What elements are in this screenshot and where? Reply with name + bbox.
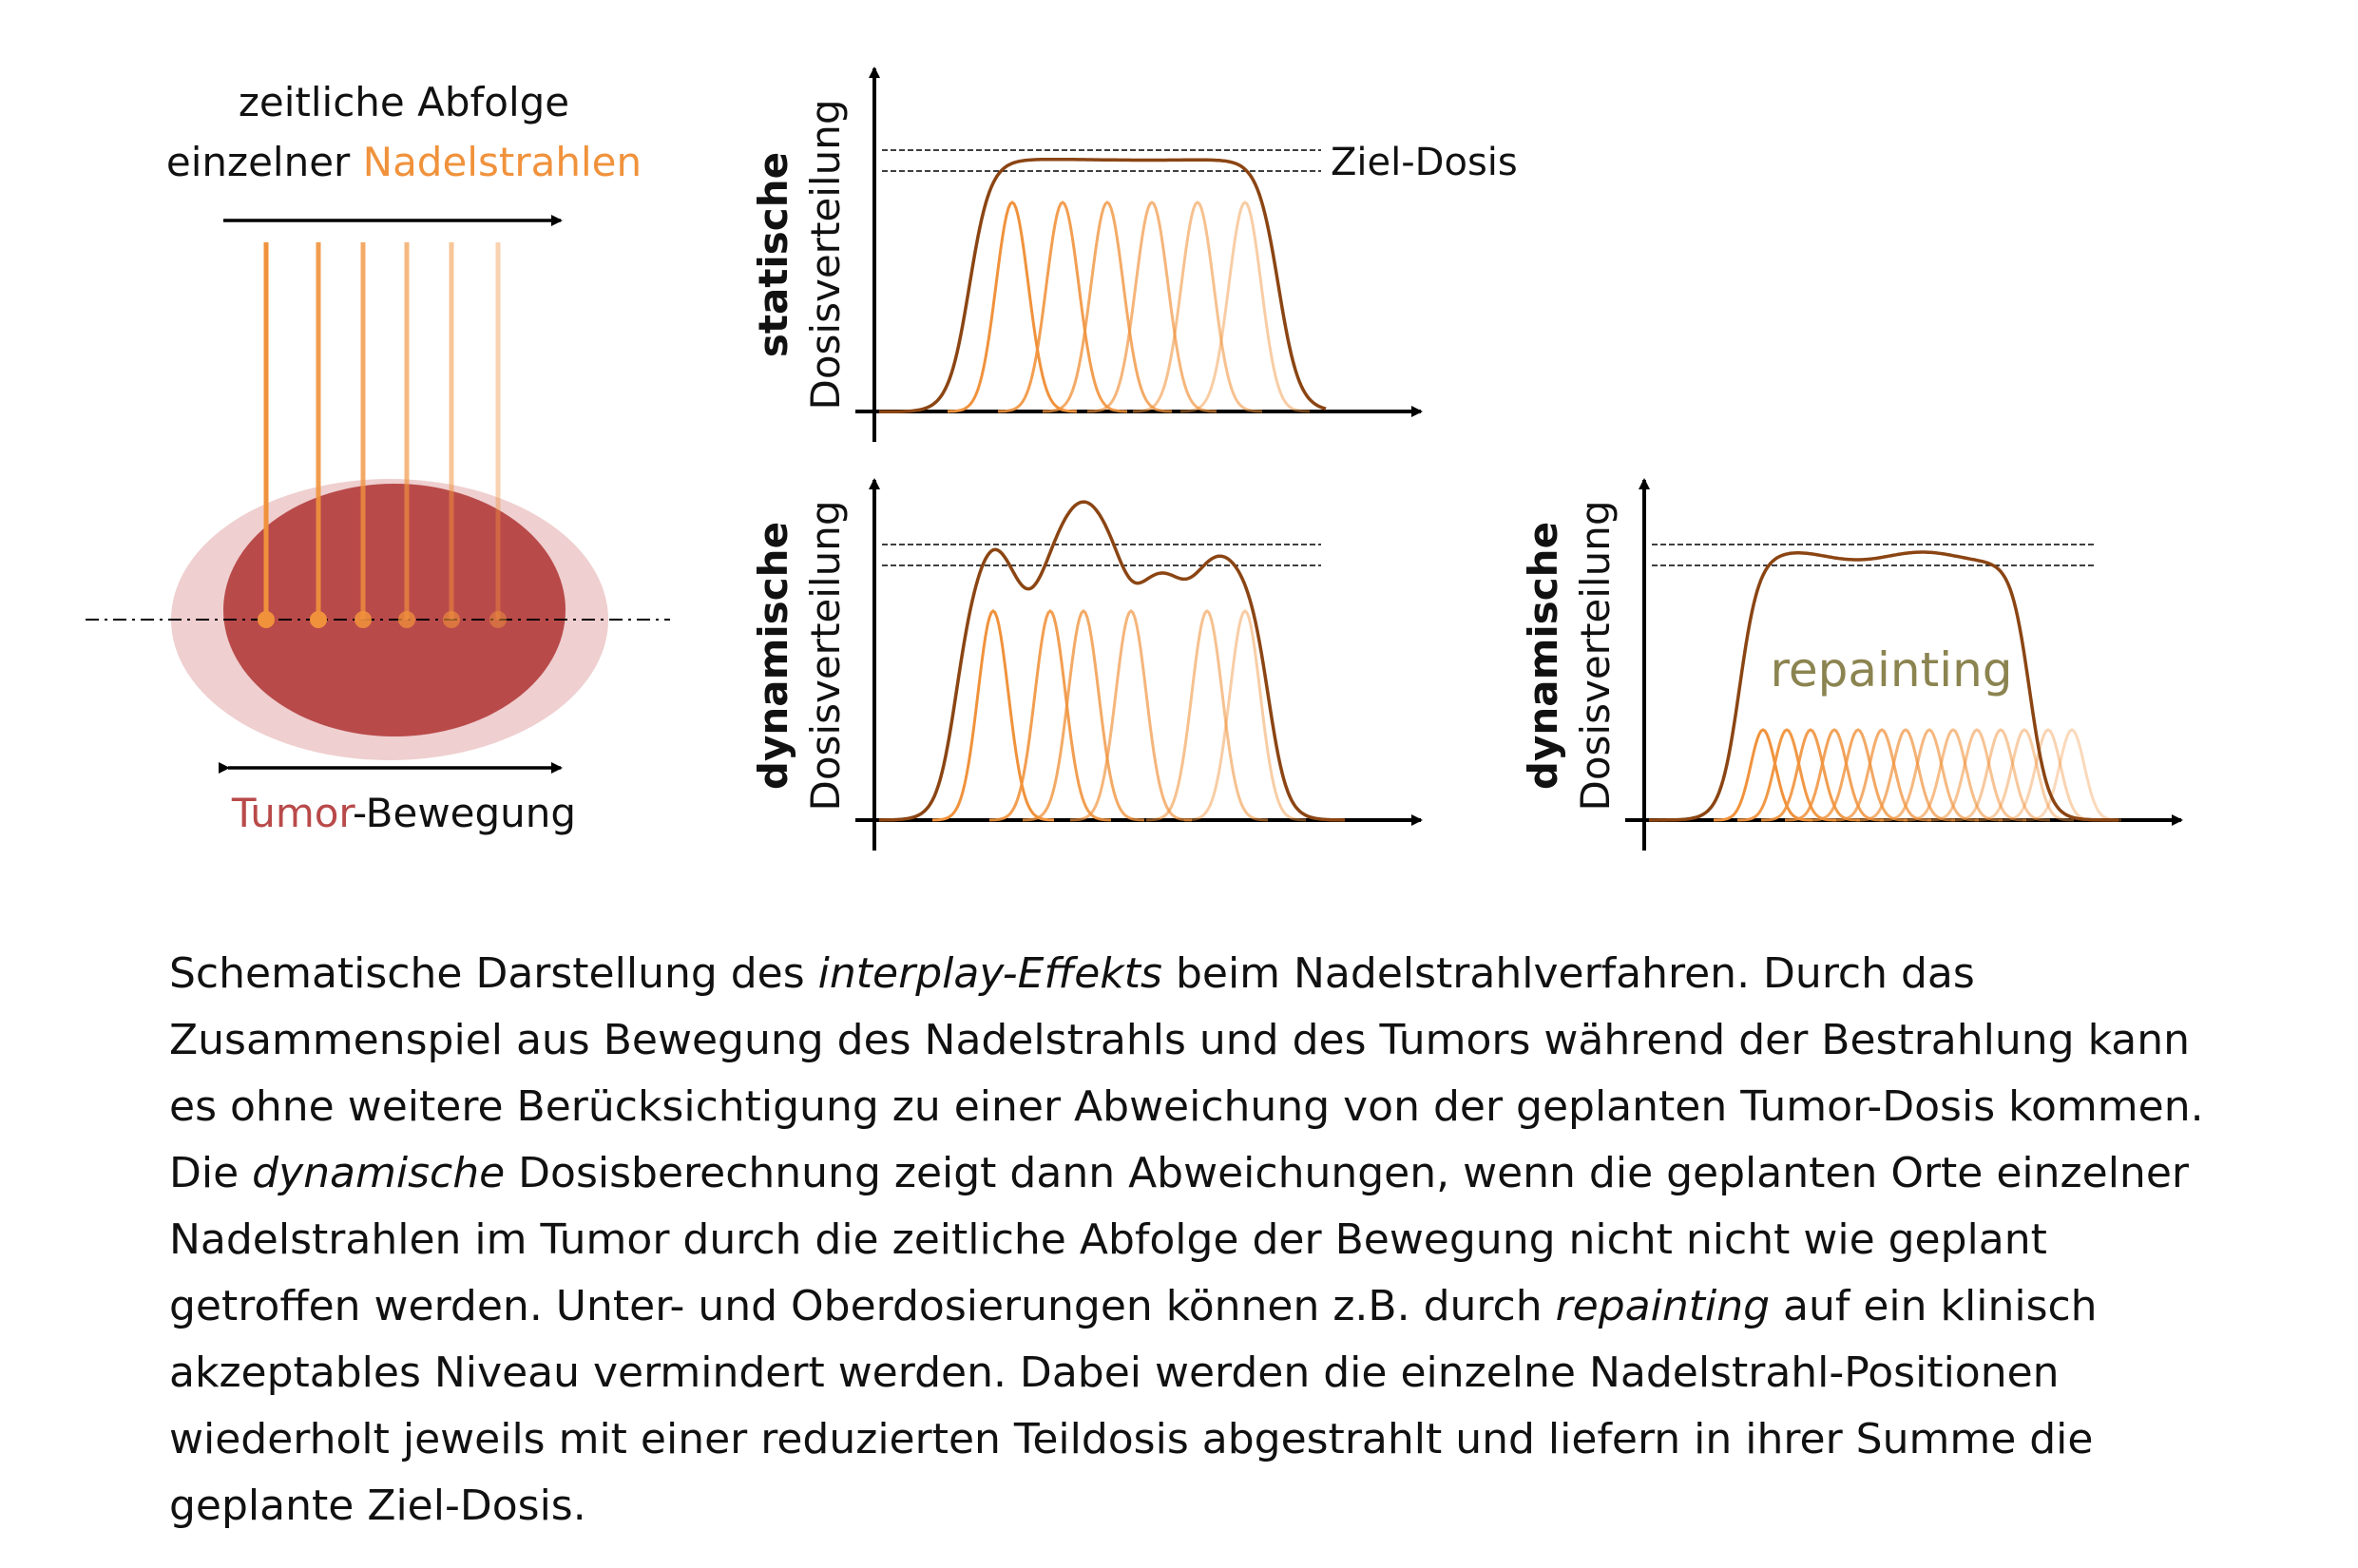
dynamic-peak-4 xyxy=(1070,609,1192,822)
caption-part-3: beim Nadelstrahlverfahren. Durch das Zus… xyxy=(169,949,2204,1197)
caption-part-1: Schematische Darstellung des xyxy=(169,949,818,998)
dynamic-ylabel-bold: dynamische xyxy=(750,522,796,790)
repainting-peak-10 xyxy=(1927,728,2027,822)
beam-spot-3 xyxy=(355,611,372,628)
caption-repainting-term: repainting xyxy=(1555,1282,1771,1330)
dynamic-ylabel: dynamische Dosisverteilung xyxy=(750,501,849,812)
repainting-peak-3 xyxy=(1760,728,1861,822)
static-peak-3 xyxy=(1043,201,1172,413)
beam-spot-1 xyxy=(258,611,275,628)
repainting-peak-1 xyxy=(1713,728,1813,822)
beam-spot-2 xyxy=(310,611,327,628)
dynamic-beam-peaks xyxy=(932,609,1306,822)
static-peak-4 xyxy=(1087,201,1217,413)
repainting-ylabel-main: Dosisverteilung xyxy=(1572,501,1619,812)
needle-beams xyxy=(258,242,507,628)
static-beam-peaks xyxy=(948,201,1310,413)
static-peak-5 xyxy=(1133,201,1262,413)
static-peak-2 xyxy=(998,201,1127,413)
repainting-dose-sum xyxy=(1649,550,2118,822)
dynamic-peak-5 xyxy=(1146,609,1268,822)
static-dose-sum xyxy=(879,157,1327,414)
dynamic-dose-panel: dynamische Dosisverteilung xyxy=(750,478,1423,851)
dynamic-peak-6 xyxy=(1184,609,1306,822)
caption-part-7: auf ein klinisch akzeptables Niveau verm… xyxy=(169,1282,2098,1530)
caption-interplay-term: interplay-Effekts xyxy=(817,949,1162,998)
tumor xyxy=(223,484,566,736)
repainting-label: repainting xyxy=(1770,642,2012,698)
repainting-peak-2 xyxy=(1736,728,1837,822)
static-dose-panel: Ziel-Dosis statische Dosisverteilung xyxy=(750,67,1518,442)
repainting-peak-11 xyxy=(1950,728,2051,822)
repainting-peak-12 xyxy=(1974,728,2075,822)
static-peak-6 xyxy=(1180,201,1310,413)
beam-spot-5 xyxy=(443,611,460,628)
tumor-motion-label: Tumor-Bewegung xyxy=(231,790,576,836)
repainting-ylabel: dynamische Dosisverteilung xyxy=(1520,501,1619,812)
repainting-peak-5 xyxy=(1808,728,1908,822)
beam-spot-6 xyxy=(489,611,507,628)
figure-caption: Schematische Darstellung des interplay-E… xyxy=(169,941,2241,1539)
beam-spot-4 xyxy=(398,611,415,628)
beam-schematic: zeitliche Abfolge einzelner Nadelstrahle… xyxy=(86,79,670,836)
dynamic-ylabel-main: Dosisverteilung xyxy=(802,501,849,812)
tumor-motion-highlight: Tumor xyxy=(231,790,356,836)
repainting-peak-8 xyxy=(1879,728,1980,822)
repainting-beam-peaks xyxy=(1713,728,2122,822)
tumor-motion-suffix: -Bewegung xyxy=(353,790,576,836)
static-peak-1 xyxy=(948,201,1077,413)
caption-part-5: Dosisberechnung zeigt dann Abweichungen,… xyxy=(169,1149,2189,1330)
static-ylabel-bold: statische xyxy=(750,152,796,357)
dynamic-peak-3 xyxy=(1023,609,1144,822)
dynamic-peak-1 xyxy=(932,609,1054,822)
static-target-label: Ziel-Dosis xyxy=(1331,141,1518,184)
repainting-peak-6 xyxy=(1831,728,1932,822)
repainting-peak-7 xyxy=(1855,728,1956,822)
dynamic-dose-sum xyxy=(879,500,1345,822)
caption-dynamic-term: dynamische xyxy=(252,1149,506,1197)
sequence-title-prefix: einzelner xyxy=(166,139,363,185)
sequence-title-line2: einzelner Nadelstrahlen xyxy=(166,139,642,185)
repainting-peak-14 xyxy=(2022,728,2122,822)
repainting-peak-9 xyxy=(1903,728,2003,822)
interplay-effect-figure: zeitliche Abfolge einzelner Nadelstrahle… xyxy=(86,67,2183,851)
sequence-title-line1: zeitliche Abfolge xyxy=(239,79,569,125)
repainting-ylabel-bold: dynamische xyxy=(1520,522,1566,790)
repainting-peak-4 xyxy=(1784,728,1885,822)
static-ylabel: statische Dosisverteilung xyxy=(750,100,849,411)
static-ylabel-main: Dosisverteilung xyxy=(802,100,849,411)
repainting-dose-panel: repainting dynamische Dosisverteilung xyxy=(1520,478,2183,851)
sequence-title-highlight: Nadelstrahlen xyxy=(363,139,642,185)
